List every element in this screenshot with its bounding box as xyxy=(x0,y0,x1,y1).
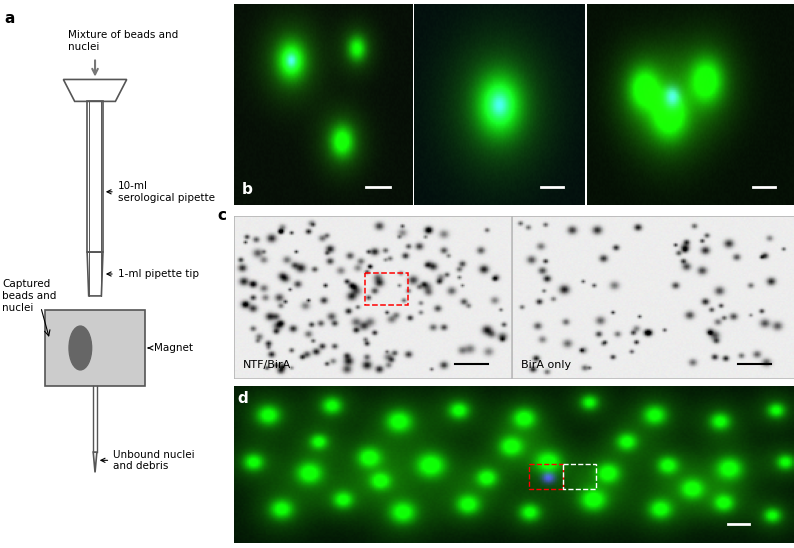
Text: 10-ml
serological pipette: 10-ml serological pipette xyxy=(107,181,214,203)
Text: Magnet: Magnet xyxy=(148,343,193,353)
Bar xyxy=(563,465,596,489)
Text: c: c xyxy=(218,208,226,224)
Text: d: d xyxy=(237,391,248,406)
Text: NTF/BirA: NTF/BirA xyxy=(242,360,291,370)
Text: BirA only: BirA only xyxy=(521,360,571,370)
Bar xyxy=(364,273,407,305)
Ellipse shape xyxy=(69,326,91,370)
Text: 1-ml pipette tip: 1-ml pipette tip xyxy=(107,269,198,279)
Text: b: b xyxy=(241,182,252,197)
Bar xyxy=(529,465,563,489)
Text: a: a xyxy=(5,11,15,26)
Text: Mixture of beads and
nuclei: Mixture of beads and nuclei xyxy=(67,30,178,52)
Text: Unbound nuclei
and debris: Unbound nuclei and debris xyxy=(101,449,195,471)
FancyBboxPatch shape xyxy=(45,310,145,386)
Text: Captured
beads and
nuclei: Captured beads and nuclei xyxy=(2,279,56,312)
